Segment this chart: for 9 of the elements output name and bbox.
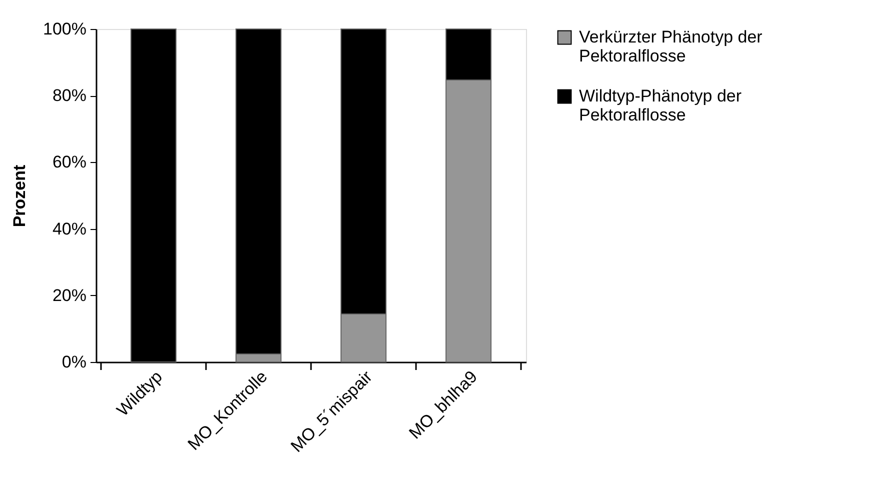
y-tick-label: 0% <box>62 352 86 372</box>
y-axis-title: Prozent <box>10 164 30 228</box>
y-tick-label: 20% <box>52 286 86 305</box>
y-tick-label: 80% <box>52 86 86 106</box>
legend-label: Verkürzter Phänotyp der Pektoralflosse <box>579 28 763 66</box>
y-tick-label: 40% <box>52 219 86 238</box>
y-tick-label: 100% <box>43 20 86 38</box>
y-tick-label: 60% <box>52 152 86 172</box>
legend-label: Wildtyp-Phänotyp der Pektoralflosse <box>579 86 742 124</box>
